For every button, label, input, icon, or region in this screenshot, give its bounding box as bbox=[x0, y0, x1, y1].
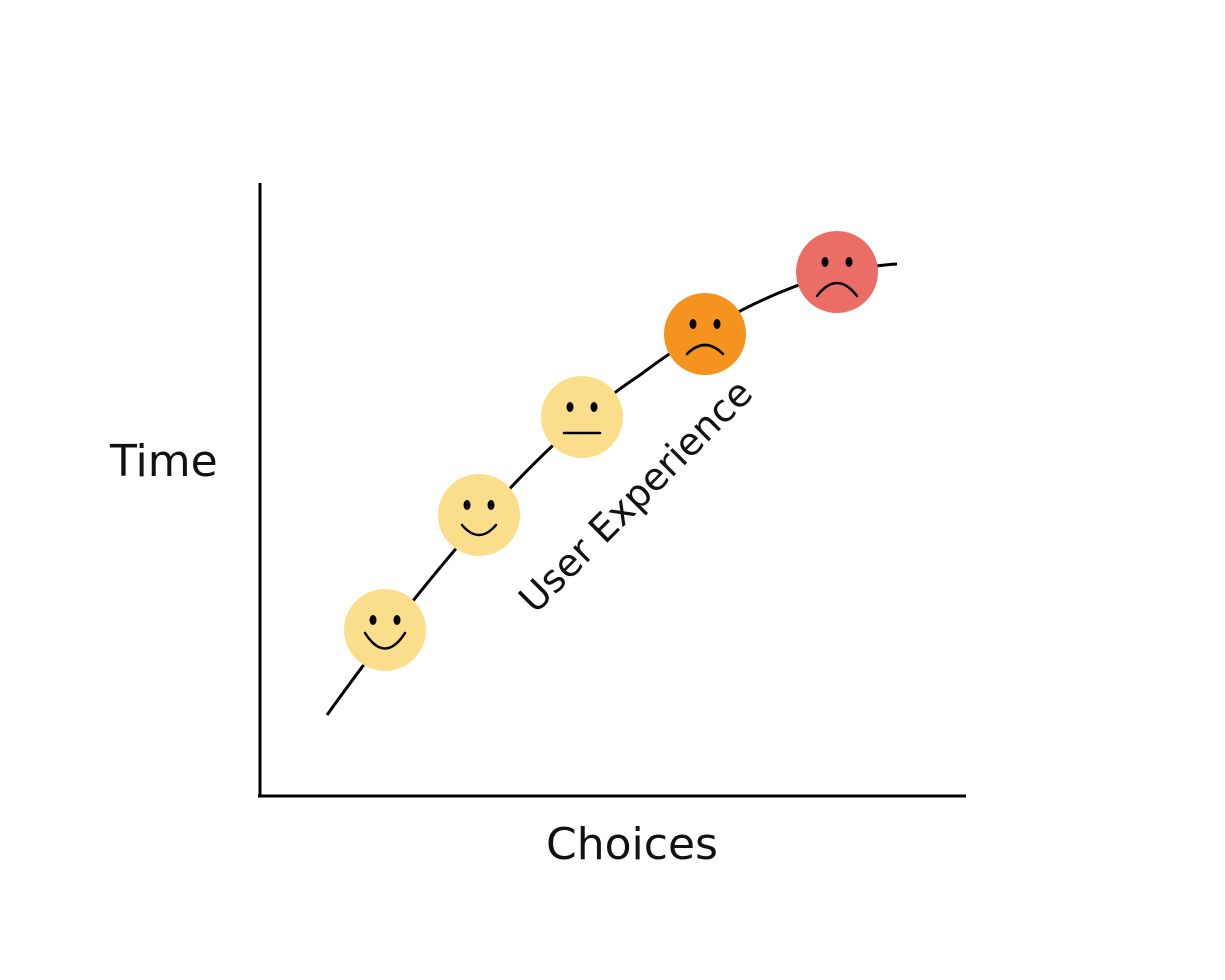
face-circle bbox=[664, 293, 746, 375]
face-circle bbox=[438, 474, 520, 556]
mouth bbox=[363, 631, 407, 650]
mouth bbox=[460, 523, 498, 537]
very-sad-face-icon bbox=[796, 231, 878, 313]
faces-group bbox=[344, 231, 878, 671]
mouth bbox=[815, 281, 859, 298]
left-eye bbox=[369, 615, 377, 625]
right-eye bbox=[713, 319, 721, 329]
happy-face-icon bbox=[438, 474, 520, 556]
face-circle bbox=[344, 589, 426, 671]
face-circle bbox=[796, 231, 878, 313]
left-eye bbox=[821, 257, 829, 267]
left-eye bbox=[689, 319, 697, 329]
y-axis-label: Time bbox=[109, 436, 218, 487]
right-eye bbox=[590, 402, 598, 412]
right-eye bbox=[487, 500, 495, 510]
neutral-face-icon bbox=[541, 376, 623, 458]
face-circle bbox=[541, 376, 623, 458]
left-eye bbox=[463, 500, 471, 510]
right-eye bbox=[845, 257, 853, 267]
sad-face-icon bbox=[664, 293, 746, 375]
x-axis-label: Choices bbox=[546, 819, 718, 870]
very-happy-face-icon bbox=[344, 589, 426, 671]
mouth bbox=[685, 343, 725, 356]
left-eye bbox=[566, 402, 574, 412]
right-eye bbox=[393, 615, 401, 625]
